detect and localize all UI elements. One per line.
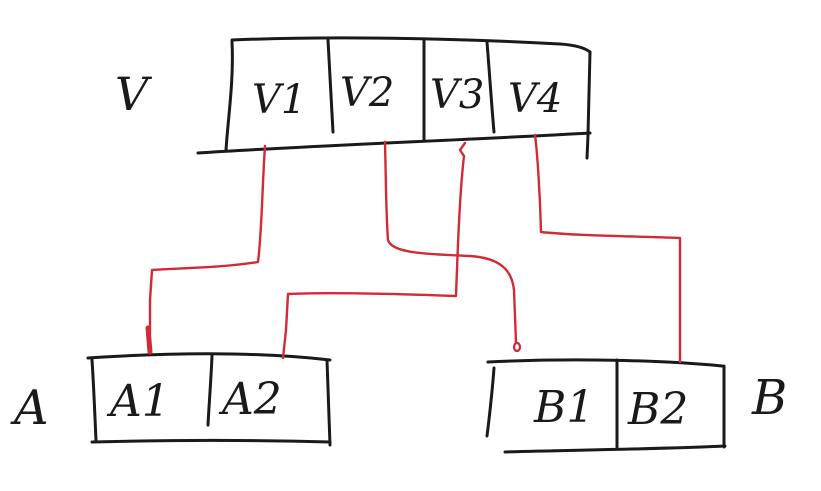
cell-v4: V4 (508, 76, 562, 122)
array-b: B1 B2 B (485, 358, 787, 454)
cell-v1: V1 (252, 77, 306, 123)
array-v-bottom-border (196, 131, 592, 155)
link-v1-a1 (148, 144, 267, 337)
array-v-top-border (230, 36, 592, 54)
links (145, 133, 682, 364)
array-a-bottom-border (90, 439, 332, 444)
array-b-label: B (751, 370, 787, 426)
cell-b1: B1 (533, 382, 594, 433)
link-v2-b1-end (512, 341, 522, 353)
array-a-top-border (86, 352, 332, 362)
array-v-left-border (224, 40, 234, 152)
link-v2-b1 (383, 140, 518, 344)
cell-v2: V2 (340, 70, 394, 116)
array-a-label: A (10, 380, 49, 436)
cell-b2: B2 (627, 384, 688, 435)
array-v-divider-3 (485, 40, 496, 134)
array-a-right-border (325, 358, 332, 447)
array-b-left-mark (485, 366, 496, 438)
array-b-top-border (486, 358, 724, 368)
array-v: V V1 V2 V3 V4 (115, 36, 592, 160)
array-v-right-border (585, 50, 592, 160)
array-a-divider (206, 354, 214, 427)
array-a-left-border (90, 358, 98, 442)
cell-a1: A1 (106, 376, 170, 427)
cell-a2: A2 (218, 374, 282, 425)
link-v1-a1-arrival (145, 325, 153, 355)
cell-v3: V3 (430, 72, 484, 118)
array-a: A A1 A2 (10, 352, 332, 447)
array-b-bottom-border (503, 444, 727, 454)
array-v-divider-1 (326, 38, 335, 134)
link-v3-a2 (281, 141, 467, 360)
link-v4-b2 (533, 133, 682, 364)
array-v-label: V (115, 67, 153, 121)
